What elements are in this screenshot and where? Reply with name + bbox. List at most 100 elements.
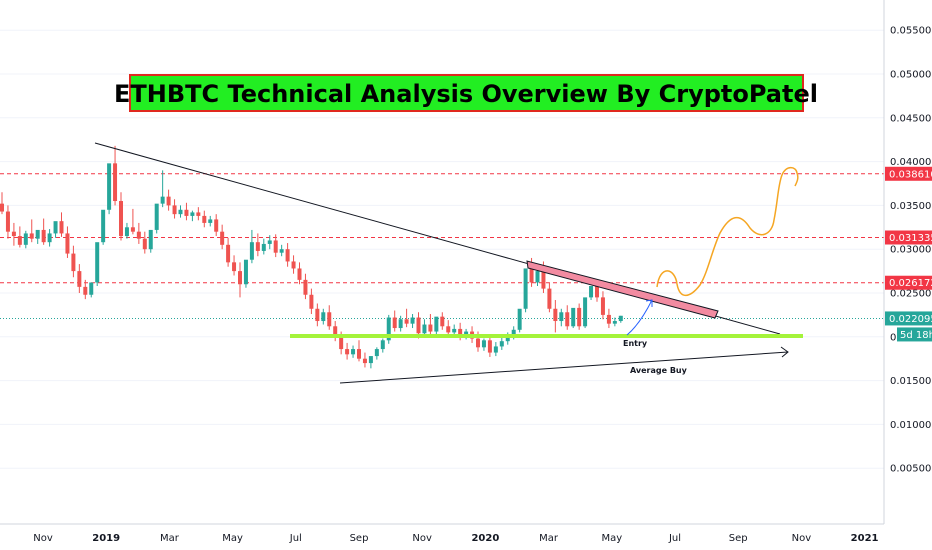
candle[interactable] — [279, 244, 284, 257]
candle[interactable] — [172, 199, 177, 219]
candle[interactable] — [261, 238, 266, 255]
candle[interactable] — [184, 202, 189, 221]
candle[interactable] — [47, 229, 52, 247]
candle[interactable] — [196, 207, 201, 221]
candle[interactable] — [315, 303, 320, 327]
candle[interactable] — [178, 205, 183, 218]
candle[interactable] — [273, 234, 278, 258]
candle[interactable] — [23, 230, 28, 249]
candle[interactable] — [0, 192, 4, 215]
candle[interactable] — [107, 163, 112, 215]
candle[interactable] — [220, 224, 225, 250]
candle[interactable] — [124, 222, 129, 239]
candle[interactable] — [333, 321, 338, 342]
candle[interactable] — [428, 314, 433, 336]
candle[interactable] — [404, 308, 409, 328]
candle[interactable] — [238, 262, 242, 298]
ascending-trendline[interactable] — [339, 351, 789, 384]
candle[interactable] — [327, 305, 332, 330]
candle[interactable] — [493, 342, 498, 357]
candle[interactable] — [59, 212, 64, 237]
candle[interactable] — [130, 208, 135, 235]
time-axis[interactable]: Nov 2019 Mar May Jul Sep Nov 2020 Mar May Jul Sep No… — [0, 523, 884, 544]
candle[interactable] — [571, 307, 576, 329]
candle[interactable] — [166, 189, 171, 211]
candle[interactable] — [208, 215, 213, 227]
candle[interactable] — [101, 209, 106, 245]
candle[interactable] — [226, 237, 231, 267]
candle[interactable] — [285, 243, 290, 267]
candle[interactable] — [160, 170, 165, 208]
candle[interactable] — [255, 233, 260, 257]
candle[interactable] — [380, 338, 385, 353]
candle[interactable] — [589, 285, 594, 301]
candle[interactable] — [113, 145, 118, 206]
candle[interactable] — [267, 235, 272, 250]
entry-arrow[interactable] — [626, 299, 653, 336]
candle[interactable] — [559, 308, 564, 327]
candle[interactable] — [523, 268, 528, 313]
candle[interactable] — [577, 303, 582, 330]
candle[interactable] — [309, 288, 314, 315]
candle[interactable] — [243, 259, 248, 288]
candle[interactable] — [612, 317, 617, 327]
candle[interactable] — [303, 273, 308, 300]
candle[interactable] — [392, 310, 397, 332]
candle[interactable] — [517, 308, 522, 333]
candle[interactable] — [249, 229, 254, 264]
candle[interactable] — [374, 347, 379, 360]
candle[interactable] — [362, 352, 367, 368]
candle[interactable] — [618, 315, 623, 323]
candle[interactable] — [89, 282, 94, 298]
candle[interactable] — [95, 242, 100, 286]
candle[interactable] — [357, 340, 361, 362]
candle[interactable] — [321, 308, 326, 325]
candle[interactable] — [148, 229, 153, 253]
candle[interactable] — [35, 229, 40, 244]
candle[interactable] — [422, 319, 427, 337]
candle[interactable] — [386, 314, 391, 344]
candle[interactable] — [71, 245, 76, 278]
candle[interactable] — [291, 255, 296, 274]
candle[interactable] — [154, 203, 159, 234]
candle[interactable] — [351, 345, 356, 358]
candle[interactable] — [606, 308, 611, 329]
support-zone[interactable] — [290, 334, 803, 338]
candle[interactable] — [499, 336, 504, 350]
candle[interactable] — [142, 231, 147, 254]
candle[interactable] — [83, 279, 88, 300]
analysis-drawings[interactable]: Entry Average Buy — [94, 142, 803, 384]
candle[interactable] — [17, 226, 22, 248]
candle[interactable] — [440, 312, 445, 330]
candle[interactable] — [41, 218, 46, 245]
projection-path[interactable] — [656, 166, 799, 297]
candle[interactable] — [600, 291, 605, 320]
candle[interactable] — [5, 205, 10, 239]
candle[interactable] — [434, 316, 439, 336]
candle[interactable] — [297, 262, 302, 285]
candle[interactable] — [583, 297, 588, 329]
candle[interactable] — [481, 338, 486, 351]
candle[interactable] — [410, 314, 415, 329]
candle[interactable] — [29, 219, 34, 243]
candle[interactable] — [190, 210, 195, 222]
chart-title-box[interactable]: ETHBTC Technical Analysis Overview By Cr… — [114, 74, 818, 112]
candle[interactable] — [136, 222, 141, 244]
candle[interactable] — [368, 356, 373, 369]
candle[interactable] — [553, 300, 558, 333]
resistance-band[interactable] — [526, 260, 719, 319]
candle[interactable] — [53, 221, 58, 238]
candle[interactable] — [77, 264, 82, 293]
candle[interactable] — [119, 192, 123, 241]
candle[interactable] — [232, 255, 237, 276]
candle[interactable] — [202, 210, 207, 228]
candle[interactable] — [398, 315, 403, 332]
candle[interactable] — [214, 214, 219, 237]
candle[interactable] — [65, 226, 70, 258]
candle[interactable] — [345, 342, 350, 360]
candle[interactable] — [547, 282, 552, 313]
candle[interactable] — [565, 305, 570, 330]
candle[interactable] — [11, 222, 16, 246]
candles[interactable] — [0, 145, 623, 369]
